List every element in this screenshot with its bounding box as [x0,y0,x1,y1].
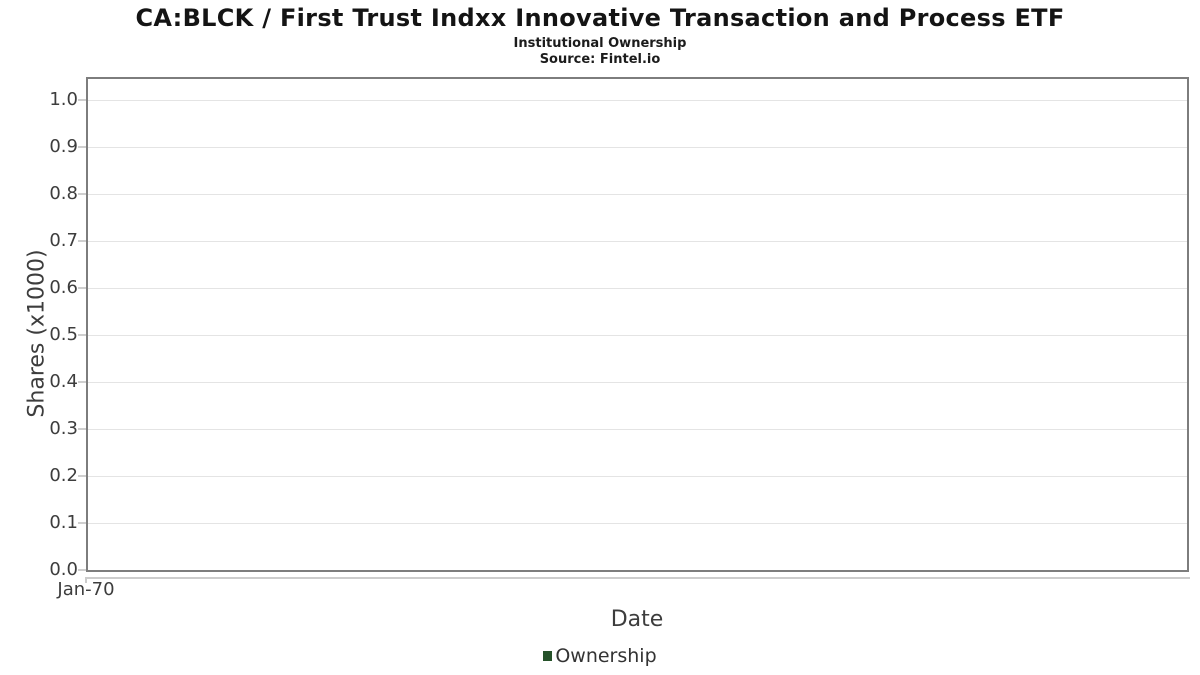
y-tick-label-0.7: 0.7 [49,230,78,251]
gridline-y-0.2 [88,476,1187,477]
x-axis-title: Date [610,607,664,632]
y-tick-label-1.0: 1.0 [49,89,78,110]
y-tick-mark-0.8 [78,193,86,195]
y-tick-label-0.0: 0.0 [49,559,78,580]
legend: Ownership [0,645,1200,667]
y-tick-label-0.9: 0.9 [49,136,78,157]
y-tick-mark-1.0 [78,99,86,101]
y-tick-mark-0.7 [78,240,86,242]
y-tick-label-0.3: 0.3 [49,418,78,439]
gridline-y-0.5 [88,335,1187,336]
y-tick-label-0.4: 0.4 [49,371,78,392]
legend-label: Ownership [555,645,657,667]
y-tick-label-0.2: 0.2 [49,465,78,486]
y-tick-label-0.6: 0.6 [49,277,78,298]
chart-title: CA:BLCK / First Trust Indxx Innovative T… [135,4,1065,32]
x-axis-line [86,577,1190,579]
y-tick-mark-0.0 [78,569,86,571]
y-axis-title: Shares (x1000) [24,249,50,418]
y-tick-mark-0.9 [78,146,86,148]
y-tick-label-0.8: 0.8 [49,183,78,204]
gridline-y-1.0 [88,100,1187,101]
y-tick-mark-0.4 [78,381,86,383]
y-tick-mark-0.2 [78,475,86,477]
gridline-y-0.9 [88,147,1187,148]
chart-subtitle: Institutional Ownership [513,36,687,51]
chart-source: Source: Fintel.io [539,52,661,67]
x-tick-label: Jan-70 [57,579,115,600]
legend-marker-icon [543,651,553,661]
gridline-y-0.3 [88,429,1187,430]
y-tick-mark-0.3 [78,428,86,430]
y-tick-mark-0.1 [78,522,86,524]
gridline-y-0.6 [88,288,1187,289]
y-tick-mark-0.5 [78,334,86,336]
gridline-y-0.7 [88,241,1187,242]
y-tick-mark-0.6 [78,287,86,289]
y-tick-label-0.5: 0.5 [49,324,78,345]
gridline-y-0.1 [88,523,1187,524]
gridline-y-0.4 [88,382,1187,383]
gridline-y-0.8 [88,194,1187,195]
x-axis-tick-mark [85,577,87,583]
plot-area [86,77,1189,572]
y-tick-label-0.1: 0.1 [49,512,78,533]
legend-item-ownership[interactable]: Ownership [543,645,657,667]
